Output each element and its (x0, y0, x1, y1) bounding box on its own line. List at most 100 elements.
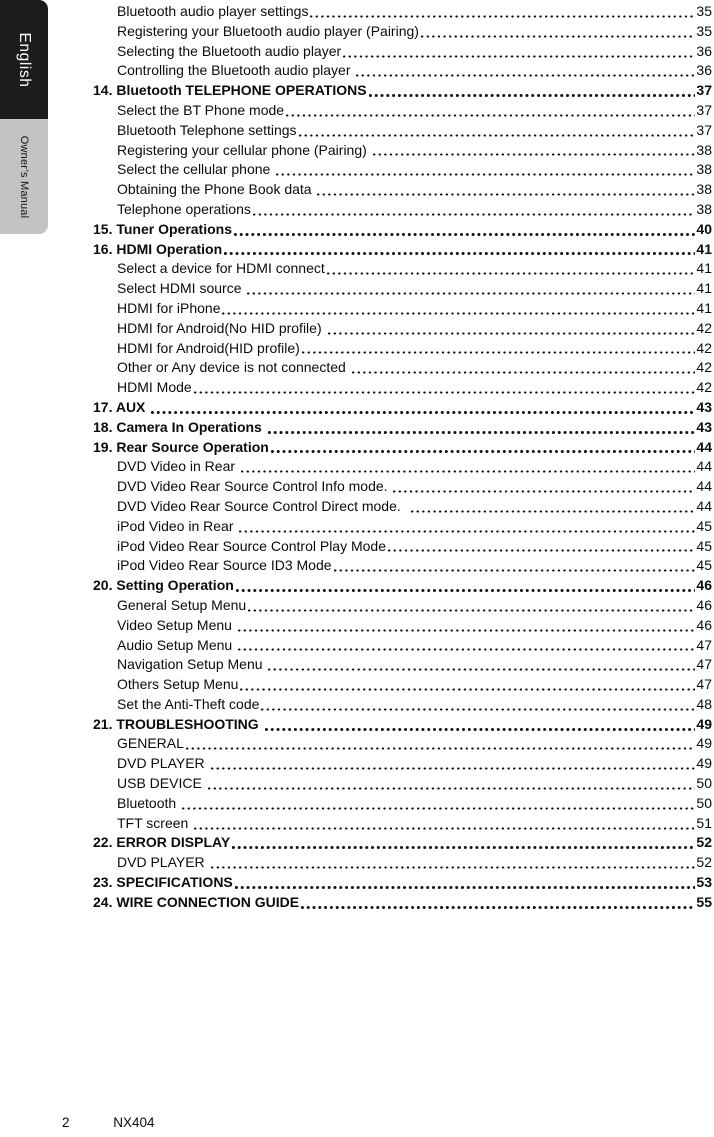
toc-entry-page: 35 (696, 3, 712, 19)
toc-entry-page: 41 (696, 299, 712, 316)
toc-entry-label: iPod Video in Rear (117, 517, 238, 534)
dot-leader (267, 430, 696, 435)
toc-entry-page: 35 (696, 22, 712, 39)
dot-leader (264, 727, 696, 731)
toc-entry-label: Registering your Bluetooth audio player … (117, 22, 419, 39)
dot-leader (210, 767, 696, 771)
toc-entry-page: 42 (696, 359, 712, 376)
dot-leader (317, 193, 696, 197)
toc-entry-label: USB DEVICE (117, 775, 206, 792)
dot-leader (368, 94, 696, 98)
dot-leader (268, 668, 696, 672)
toc-entry: 22. ERROR DISPLAY 52 (93, 833, 712, 853)
dot-leader (239, 529, 696, 534)
dot-leader (420, 34, 696, 39)
dot-leader (333, 569, 696, 573)
dot-leader (372, 153, 696, 157)
toc-entry-label: Select the BT Phone mode (117, 101, 285, 118)
toc-entry-label: DVD Video in Rear (117, 458, 239, 475)
dot-leader (234, 885, 696, 890)
toc-entry-label: Telephone operations (117, 200, 251, 217)
toc-entry: Bluetooth 50 (93, 794, 712, 814)
toc-entry-label: Bluetooth audio player settings (117, 3, 309, 19)
toc-entry-page: 44 (696, 478, 712, 495)
toc-entry-label: Registering your cellular phone (Pairing… (117, 141, 371, 158)
toc-entry: Telephone operations 38 (93, 200, 712, 220)
dot-leader (232, 846, 696, 850)
dot-leader (393, 490, 696, 494)
toc-entry-label: Bluetooth (117, 794, 181, 811)
toc-entry-page: 45 (696, 537, 712, 554)
owners-manual-tab-label: Owner’s Manual (18, 135, 30, 218)
toc-entry-page: 40 (696, 220, 712, 237)
toc-entry-page: 53 (696, 874, 712, 891)
toc-entry: TFT screen 51 (93, 814, 712, 834)
dot-leader (247, 292, 696, 296)
toc-entry-label: DVD Video Rear Source Control Direct mod… (117, 497, 409, 514)
toc-entry: Other or Any device is not connected 42 (93, 358, 712, 378)
toc-entry: 20. Setting Operation 46 (93, 576, 712, 596)
toc-entry-label: Set the Anti-Theft code (117, 695, 260, 712)
toc-entry-page: 47 (696, 676, 712, 693)
toc-entry-page: 38 (696, 141, 712, 158)
language-tab: English (0, 0, 48, 119)
dot-leader (207, 786, 696, 791)
toc-entry-label: 23. SPECIFICATIONS (93, 874, 233, 891)
toc-entry-page: 44 (696, 438, 712, 455)
toc-entry: 16. HDMI Operation 41 (93, 240, 712, 260)
toc-entry-page: 50 (696, 775, 712, 792)
dot-leader (310, 14, 696, 19)
dot-leader (261, 707, 696, 712)
toc-entry-label: 17. AUX (93, 398, 150, 415)
toc-entry-label: Selecting the Bluetooth audio player (117, 42, 342, 59)
table-of-contents: Bluetooth audio player settings 35 Regis… (93, 2, 712, 913)
page-footer: 2 NX404 (62, 1115, 155, 1130)
toc-entry-label: Other or Any device is not connected (117, 359, 350, 376)
footer-model: NX404 (113, 1115, 155, 1130)
toc-entry: 23. SPECIFICATIONS 53 (93, 873, 712, 893)
toc-entry-label: 18. Camera In Operations (93, 418, 266, 435)
toc-entry: 14. Bluetooth TELEPHONE OPERATIONS 37 (93, 81, 712, 101)
dot-leader (234, 232, 696, 237)
toc-entry-page: 42 (696, 319, 712, 336)
toc-entry: Registering your Bluetooth audio player … (93, 22, 712, 42)
toc-entry-page: 45 (696, 557, 712, 574)
toc-entry-label: HDMI for Android(HID profile) (117, 339, 300, 356)
toc-entry: 24. WIRE CONNECTION GUIDE 55 (93, 893, 712, 913)
toc-entry-page: 41 (696, 240, 712, 257)
toc-entry-label: Select a device for HDMI connect (117, 260, 325, 277)
toc-entry-page: 49 (696, 755, 712, 772)
toc-entry-label: 19. Rear Source Operation (93, 438, 269, 455)
toc-entry: DVD Video Rear Source Control Direct mod… (93, 497, 712, 517)
toc-entry-label: iPod Video Rear Source Control Play Mode (117, 537, 387, 554)
toc-entry-page: 37 (696, 101, 712, 118)
toc-entry-label: Others Setup Menu (117, 676, 239, 693)
toc-entry-label: HDMI Mode (117, 379, 192, 396)
toc-entry-label: 16. HDMI Operation (93, 240, 223, 257)
toc-entry: Registering your cellular phone (Pairing… (93, 141, 712, 161)
toc-entry-label: HDMI for Android(No HID profile) (117, 319, 326, 336)
toc-entry-label: DVD PLAYER (117, 854, 209, 871)
toc-entry: iPod Video Rear Source Control Play Mode… (93, 537, 712, 557)
toc-entry: 21. TROUBLESHOOTING 49 (93, 715, 712, 735)
toc-entry: DVD Video in Rear 44 (93, 457, 712, 477)
dot-leader (286, 113, 696, 118)
dot-leader (222, 311, 696, 316)
toc-entry: Select the cellular phone 38 (93, 160, 712, 180)
dot-leader (298, 133, 696, 138)
toc-entry-page: 51 (696, 814, 712, 831)
toc-entry-page: 55 (696, 893, 712, 910)
dot-leader (193, 391, 696, 395)
toc-entry: Select a device for HDMI connect 41 (93, 259, 712, 279)
toc-entry: HDMI for Android(HID profile) 42 (93, 339, 712, 359)
toc-entry-page: 42 (696, 379, 712, 396)
toc-entry-label: DVD PLAYER (117, 755, 209, 772)
dot-leader (388, 549, 696, 553)
toc-entry: Video Setup Menu 46 (93, 616, 712, 636)
toc-entry-label: 21. TROUBLESHOOTING (93, 715, 263, 732)
language-tab-label: English (16, 31, 33, 88)
dot-leader (301, 351, 696, 355)
toc-entry-label: 20. Setting Operation (93, 577, 234, 594)
dot-leader (351, 371, 696, 375)
toc-entry-label: TFT screen (117, 814, 193, 831)
